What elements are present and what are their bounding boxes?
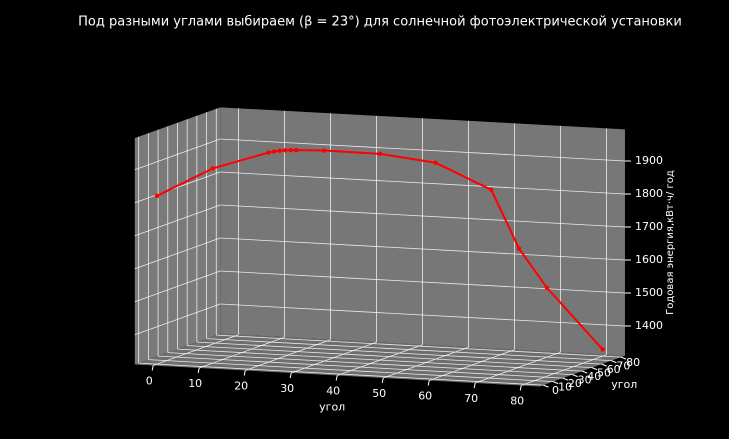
tick-mark <box>601 363 607 367</box>
data-point <box>288 147 293 153</box>
grid-line <box>196 341 602 365</box>
x-tick-label: 70 <box>464 392 478 405</box>
y-tick-label: 70 <box>616 360 630 373</box>
grid-line <box>158 355 563 379</box>
grid-line <box>134 138 221 171</box>
grid-line <box>220 171 625 195</box>
data-point <box>271 149 277 154</box>
data-point <box>282 148 288 153</box>
data-point <box>210 166 215 171</box>
grid-line <box>134 204 221 237</box>
data-point <box>277 148 282 153</box>
x-tick-label: 80 <box>510 395 524 408</box>
z-tick-label: 1700 <box>635 220 663 233</box>
grid-line <box>138 362 544 386</box>
tick-mark <box>552 381 559 385</box>
grid-line <box>216 334 622 358</box>
grid-line <box>206 338 612 361</box>
x-tick-label: 40 <box>326 385 340 398</box>
grid-line <box>134 237 221 270</box>
data-point <box>544 285 550 290</box>
grid-line <box>167 352 573 375</box>
data-point <box>600 347 605 352</box>
tick-mark <box>335 375 338 381</box>
tick-mark <box>572 374 578 378</box>
grid-line <box>134 171 221 204</box>
tick-mark <box>582 370 588 374</box>
grid-line <box>148 359 554 382</box>
tick-mark <box>427 380 430 386</box>
y-tick-label: 40 <box>587 370 601 383</box>
z-tick-label: 1500 <box>635 286 663 299</box>
tick-mark <box>197 367 200 374</box>
chart-title: Под разными углами выбираем (β = 23°) дл… <box>78 15 682 30</box>
data-point <box>489 187 494 192</box>
tick-mark <box>151 365 154 371</box>
data-point <box>377 151 383 157</box>
z-tick-label: 1600 <box>635 253 663 266</box>
grid-line <box>187 345 593 368</box>
x-tick-label: 50 <box>372 387 386 400</box>
grid-line <box>134 303 221 336</box>
tick-mark <box>243 370 246 376</box>
grid-line <box>220 138 625 162</box>
data-point <box>321 148 327 153</box>
z-axis-label: Годовая энергия,кВт·ч/ год <box>665 170 676 315</box>
tick-mark <box>543 384 549 388</box>
x-tick-label: 10 <box>188 377 202 390</box>
z-tick-label: 1800 <box>635 187 663 200</box>
x-tick-label: 30 <box>280 382 294 395</box>
tick-mark <box>381 377 384 384</box>
grid-line <box>177 348 583 372</box>
y-tick-label: 80 <box>626 356 640 369</box>
grid-line <box>220 270 625 294</box>
x-tick-label: 0 <box>146 375 153 388</box>
grid-line <box>134 270 221 303</box>
data-point <box>433 160 438 165</box>
tick-mark <box>473 382 476 389</box>
tick-mark <box>591 367 598 371</box>
data-point <box>294 147 299 153</box>
y-tick-label: 50 <box>597 367 611 380</box>
tick-mark <box>611 360 617 364</box>
z-tick-label: 1900 <box>635 154 663 167</box>
grid-line <box>220 303 625 327</box>
y-tick-label: 60 <box>607 363 621 376</box>
data-point <box>266 150 271 155</box>
tick-mark <box>562 377 569 381</box>
x-tick-label: 20 <box>234 380 248 393</box>
y-axis-label: угол <box>611 378 637 391</box>
z-tick-label: 1400 <box>635 319 663 332</box>
y-tick-label: 10 <box>558 381 572 394</box>
y-tick-label: 0 <box>552 384 559 397</box>
y-tick-label: 30 <box>578 374 592 387</box>
data-point <box>154 193 160 198</box>
grid-line <box>220 204 625 228</box>
tick-mark <box>519 385 522 391</box>
data-point <box>516 246 522 251</box>
tick-mark <box>289 372 292 379</box>
grid-line <box>220 237 625 261</box>
x-tick-label: 60 <box>418 390 432 403</box>
tick-mark <box>620 356 627 360</box>
x-axis-label: угол <box>319 401 345 414</box>
y-tick-label: 20 <box>568 377 582 390</box>
